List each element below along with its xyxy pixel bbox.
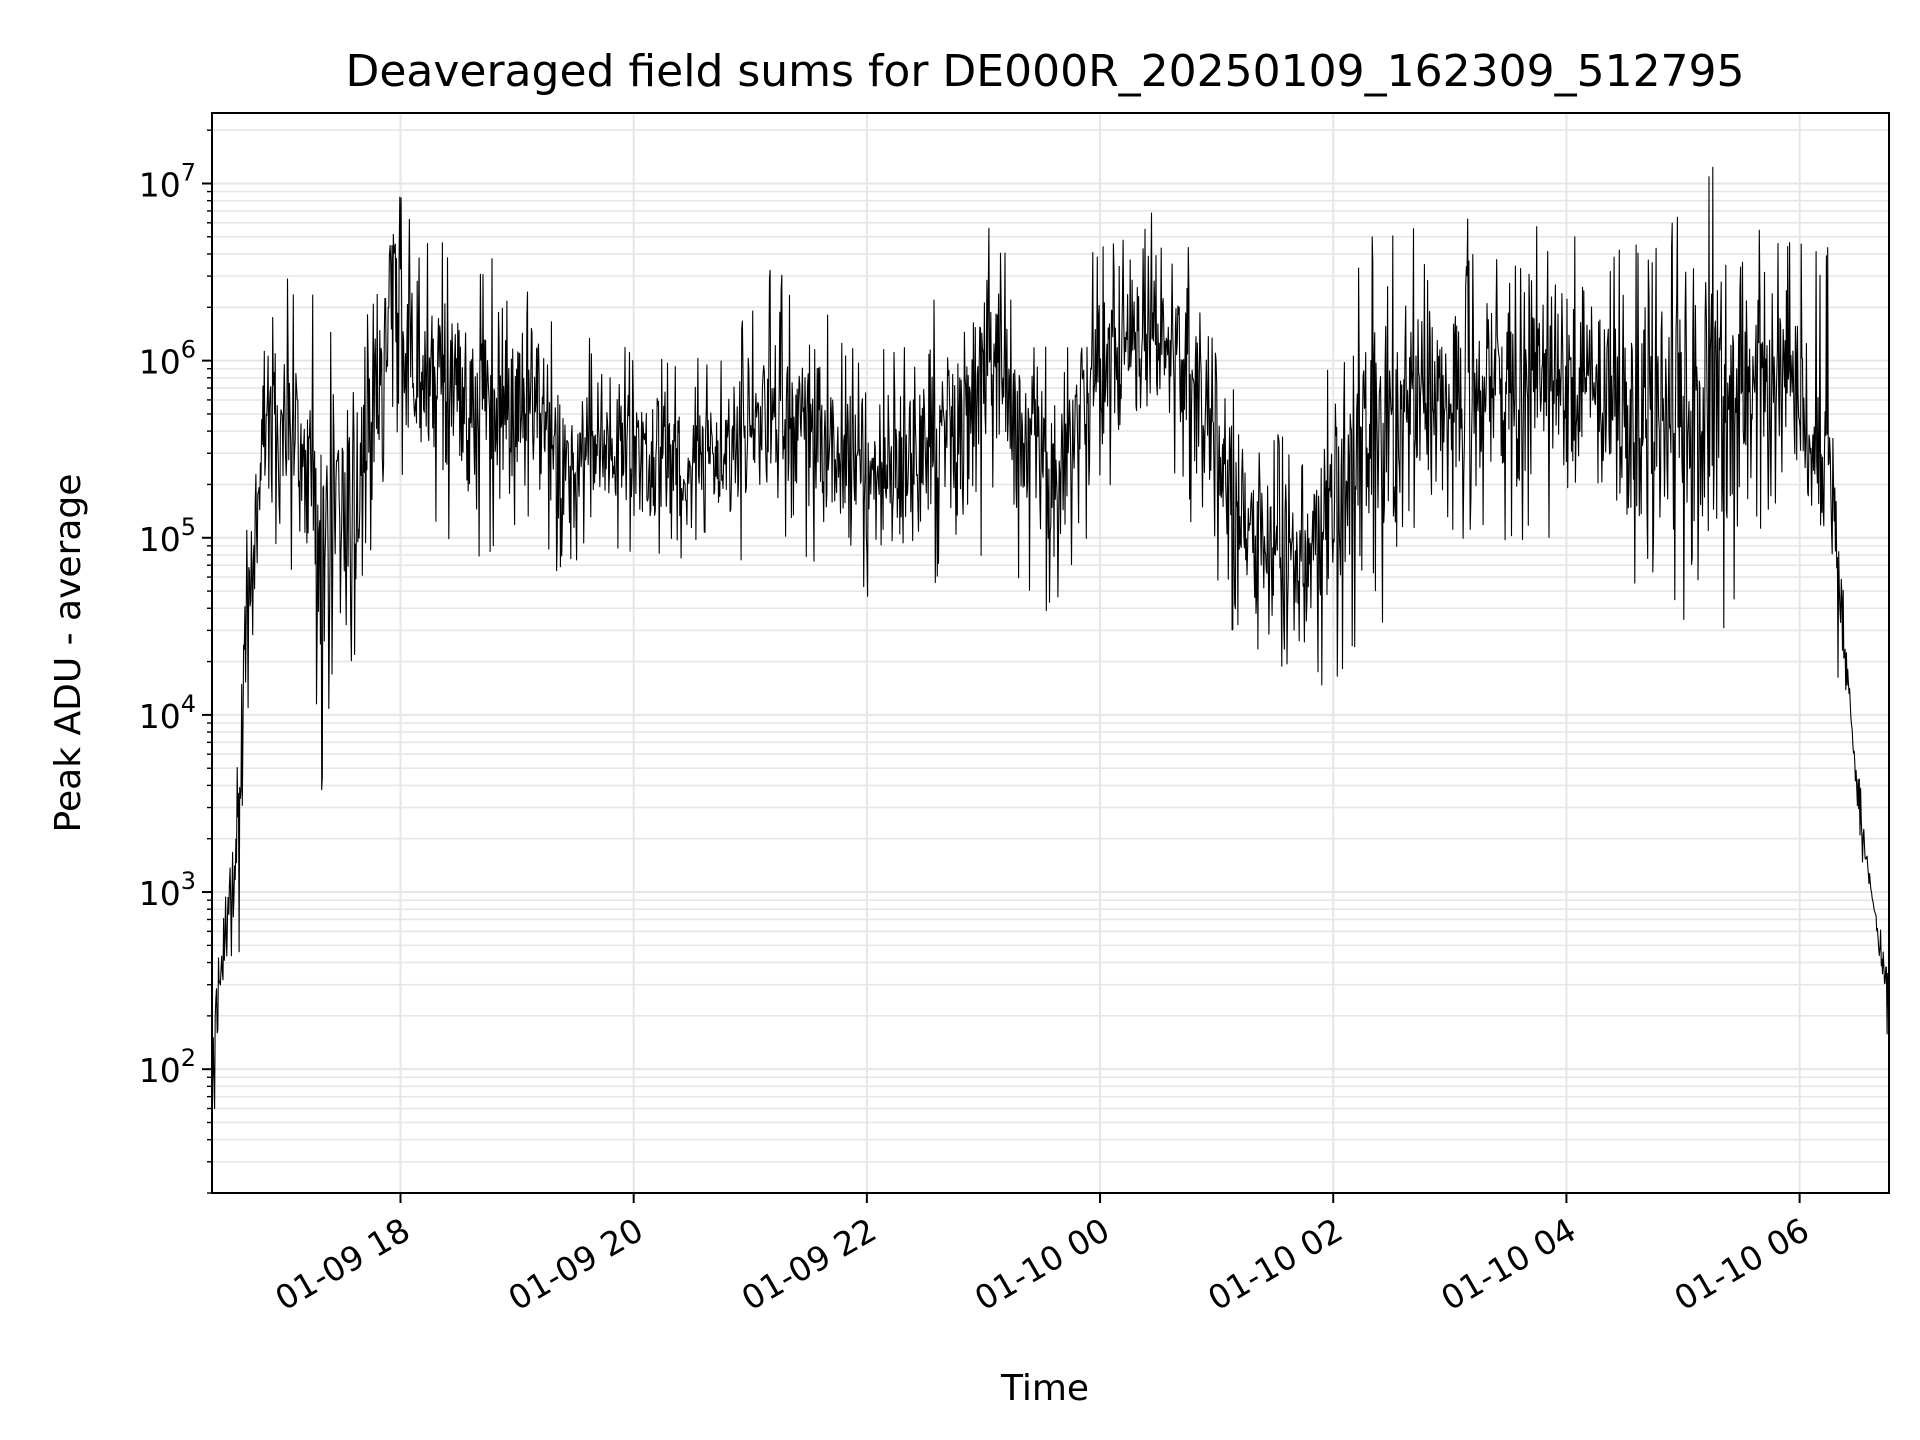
y-tick-label: 106: [139, 336, 196, 382]
x-axis-label: Time: [1000, 1368, 1089, 1409]
y-tick-label: 105: [139, 513, 196, 559]
y-axis-ticks: 102 103 104 105 106 107: [139, 129, 212, 1194]
y-tick-label: 104: [139, 690, 196, 736]
chart-title: Deaveraged field sums for DE000R_2025010…: [345, 46, 1744, 97]
y-tick-label: 102: [139, 1044, 196, 1090]
plot-area-frame: [211, 112, 1890, 1194]
y-tick-label: 103: [139, 867, 196, 913]
y-axis-label: Peak ADU - average: [48, 474, 89, 833]
y-tick-label: 107: [139, 158, 196, 204]
data-series-line: [211, 166, 1890, 1110]
